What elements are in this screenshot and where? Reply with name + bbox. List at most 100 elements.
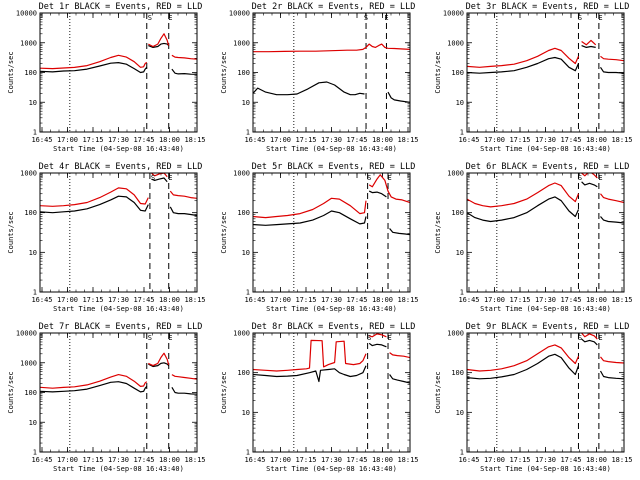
plot-area [253, 174, 410, 236]
y-axis-label: Counts/sec [7, 51, 15, 93]
y-tick-label: 1 [33, 449, 37, 457]
y-tick-label: 1000 [447, 39, 464, 47]
chart-panel: Det 8r BLACK = Events, RED = LLD 1 10 100 10… [220, 322, 419, 473]
y-tick-label: 1000 [233, 330, 250, 338]
marker-label: S [148, 14, 152, 22]
series-events-line [171, 386, 197, 395]
x-tick-label: 17:00 [484, 456, 505, 464]
x-tick-label: 18:15 [397, 296, 418, 304]
chart-title: Det 4r BLACK = Events, RED = LLD [39, 162, 203, 172]
series-events-line [253, 81, 365, 96]
marker-label: E [168, 334, 172, 342]
series-lld-line [467, 182, 580, 208]
x-tick-label: 17:30 [535, 136, 556, 144]
marker-label: E [168, 174, 172, 182]
series-lld-line [467, 47, 580, 68]
x-tick-label: 18:15 [184, 136, 205, 144]
x-tick-label: 17:45 [133, 136, 154, 144]
chart-title: Det 6r BLACK = Events, RED = LLD [466, 162, 630, 172]
x-tick-label: 17:30 [108, 456, 129, 464]
x-tick-label: 17:15 [295, 136, 316, 144]
x-tick-label: 17:45 [133, 296, 154, 304]
x-tick-label: 16:45 [31, 136, 52, 144]
marker-label: E [387, 334, 391, 342]
y-tick-label: 1000 [20, 170, 37, 178]
marker-label: E [598, 174, 602, 182]
marker-label: E [598, 334, 602, 342]
series-lld-line [600, 55, 624, 62]
x-tick-label: 17:15 [82, 296, 103, 304]
marker-label: S [148, 334, 152, 342]
chart-panel: Det 2r BLACK = Events, RED = LLD 1 10 100 10… [220, 2, 419, 153]
y-axis-label: Counts/sec [434, 371, 442, 413]
x-tick-label: 17:30 [535, 456, 556, 464]
series-events-line [600, 216, 624, 224]
y-tick-label: 1 [246, 449, 250, 457]
series-lld-line [389, 352, 410, 359]
series-events-line [581, 338, 598, 346]
plot-frame [39, 332, 198, 453]
series-events-line [368, 342, 387, 348]
series-lld-line [369, 333, 387, 338]
x-axis-label: Start Time (04-Sep-08 16:43:40) [480, 145, 611, 153]
y-tick-label: 10 [242, 249, 250, 257]
plot-area [467, 173, 624, 224]
marker-label: S [578, 174, 582, 182]
series-lld-line [253, 197, 367, 219]
y-tick-label: 10000 [229, 10, 250, 18]
series-events-line [40, 61, 148, 74]
series-lld-line [253, 339, 367, 372]
x-tick-label: 17:00 [270, 136, 291, 144]
series-events-line [368, 190, 387, 198]
series-lld-line [151, 173, 168, 178]
x-tick-label: 17:30 [321, 296, 342, 304]
x-tick-label: 18:15 [611, 296, 632, 304]
marker-label: E [384, 14, 388, 22]
y-tick-label: 10 [456, 99, 464, 107]
y-tick-label: 10 [242, 409, 250, 417]
x-axis-label: Start Time (04-Sep-08 16:43:40) [53, 465, 184, 473]
series-lld-line [171, 374, 197, 380]
series-lld-line [600, 193, 624, 204]
plot-area [40, 33, 197, 75]
chart-title: Det 5r BLACK = Events, RED = LLD [252, 162, 416, 172]
x-tick-label: 16:45 [31, 456, 52, 464]
marker-label: S [578, 14, 582, 22]
series-events-line [389, 374, 410, 384]
x-tick-label: 17:15 [295, 456, 316, 464]
y-tick-label: 100 [451, 69, 464, 77]
y-tick-label: 10000 [16, 330, 37, 338]
x-tick-label: 17:30 [108, 296, 129, 304]
series-lld-line [40, 187, 149, 207]
y-tick-label: 10000 [16, 10, 37, 18]
x-tick-label: 17:30 [535, 296, 556, 304]
plot-frame [252, 172, 411, 293]
series-lld-line [148, 352, 170, 367]
y-tick-label: 1 [460, 449, 464, 457]
y-tick-label: 10 [29, 99, 37, 107]
series-events-line [600, 66, 624, 74]
x-tick-label: 18:00 [159, 136, 180, 144]
x-axis-label: Start Time (04-Sep-08 16:43:40) [53, 145, 184, 153]
marker-label: S [364, 14, 368, 22]
plot-frame [252, 12, 411, 133]
x-tick-label: 18:15 [397, 136, 418, 144]
chart-title: Det 9r BLACK = Events, RED = LLD [466, 322, 630, 332]
x-tick-label: 18:15 [184, 456, 205, 464]
x-tick-label: 18:15 [397, 456, 418, 464]
x-axis-label: Start Time (04-Sep-08 16:43:40) [480, 465, 611, 473]
plot-frame [39, 172, 198, 293]
x-tick-label: 17:15 [82, 456, 103, 464]
y-axis-label: Counts/sec [434, 51, 442, 93]
series-events-line [253, 210, 367, 226]
y-axis-label: Counts/sec [7, 211, 15, 253]
series-lld-line [40, 54, 148, 70]
y-tick-label: 1000 [20, 359, 37, 367]
x-tick-label: 16:45 [458, 456, 479, 464]
x-tick-label: 17:15 [295, 296, 316, 304]
x-tick-label: 18:00 [372, 136, 393, 144]
x-tick-label: 16:45 [458, 296, 479, 304]
y-tick-label: 10 [29, 419, 37, 427]
chart-panel: Det 3r BLACK = Events, RED = LLD 1 10 100 10… [434, 2, 633, 153]
